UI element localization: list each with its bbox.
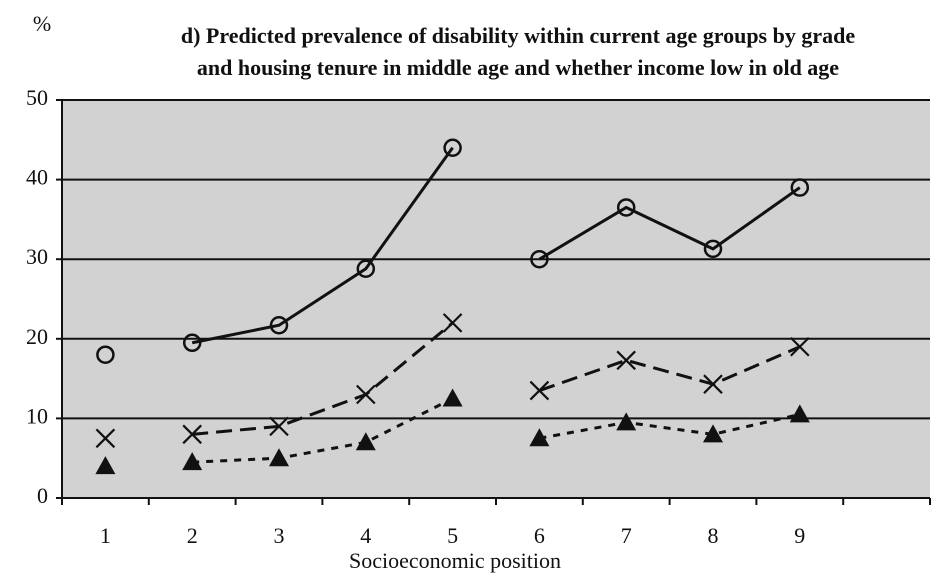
marker <box>442 388 463 407</box>
marker <box>703 239 723 259</box>
marker <box>790 178 810 197</box>
x-tick-label: 5 <box>447 523 458 548</box>
x-axis-label: Socioeconomic position <box>349 548 561 573</box>
series-line <box>192 321 454 436</box>
series-line <box>191 146 454 345</box>
marker <box>703 374 723 394</box>
marker <box>355 432 376 451</box>
marker <box>269 416 289 437</box>
marker <box>182 333 202 353</box>
marker <box>530 249 549 269</box>
series-line <box>538 345 801 392</box>
marker <box>269 316 289 335</box>
x-tick-label: 7 <box>621 523 632 548</box>
marker <box>182 424 202 445</box>
x-tick-label: 3 <box>274 523 285 548</box>
x-tick-label: 6 <box>534 523 545 548</box>
series-line <box>538 186 801 261</box>
chart-title: d) Predicted prevalence of disability wi… <box>181 23 855 48</box>
marker <box>442 313 463 333</box>
y-tick-label: 40 <box>26 165 48 190</box>
marker <box>616 412 637 431</box>
marker <box>95 428 116 449</box>
x-tick-label: 1 <box>100 523 111 548</box>
x-tick-label: 8 <box>708 523 719 548</box>
marker <box>789 404 810 423</box>
y-tick-label: 30 <box>26 244 48 269</box>
y-unit: % <box>33 11 51 36</box>
marker <box>616 350 636 371</box>
y-tick-label: 0 <box>37 483 48 508</box>
marker <box>529 380 550 401</box>
marker <box>95 456 116 475</box>
y-tick-label: 50 <box>26 85 48 110</box>
marker <box>703 424 723 443</box>
marker <box>443 138 462 158</box>
x-tick-label: 4 <box>360 523 371 548</box>
marker <box>356 259 376 279</box>
series-line <box>539 412 801 440</box>
series-line <box>192 397 454 464</box>
x-tick-label: 2 <box>187 523 198 548</box>
marker <box>790 336 810 357</box>
plot-background <box>62 100 930 498</box>
marker <box>182 452 203 471</box>
chart-title: and housing tenure in middle age and whe… <box>197 55 839 80</box>
y-tick-label: 10 <box>26 403 48 428</box>
marker <box>269 448 289 467</box>
marker <box>356 384 376 405</box>
y-tick-label: 20 <box>26 324 48 349</box>
x-tick-label: 9 <box>794 523 805 548</box>
marker <box>96 345 115 364</box>
marker <box>529 428 550 447</box>
marker <box>616 198 636 217</box>
